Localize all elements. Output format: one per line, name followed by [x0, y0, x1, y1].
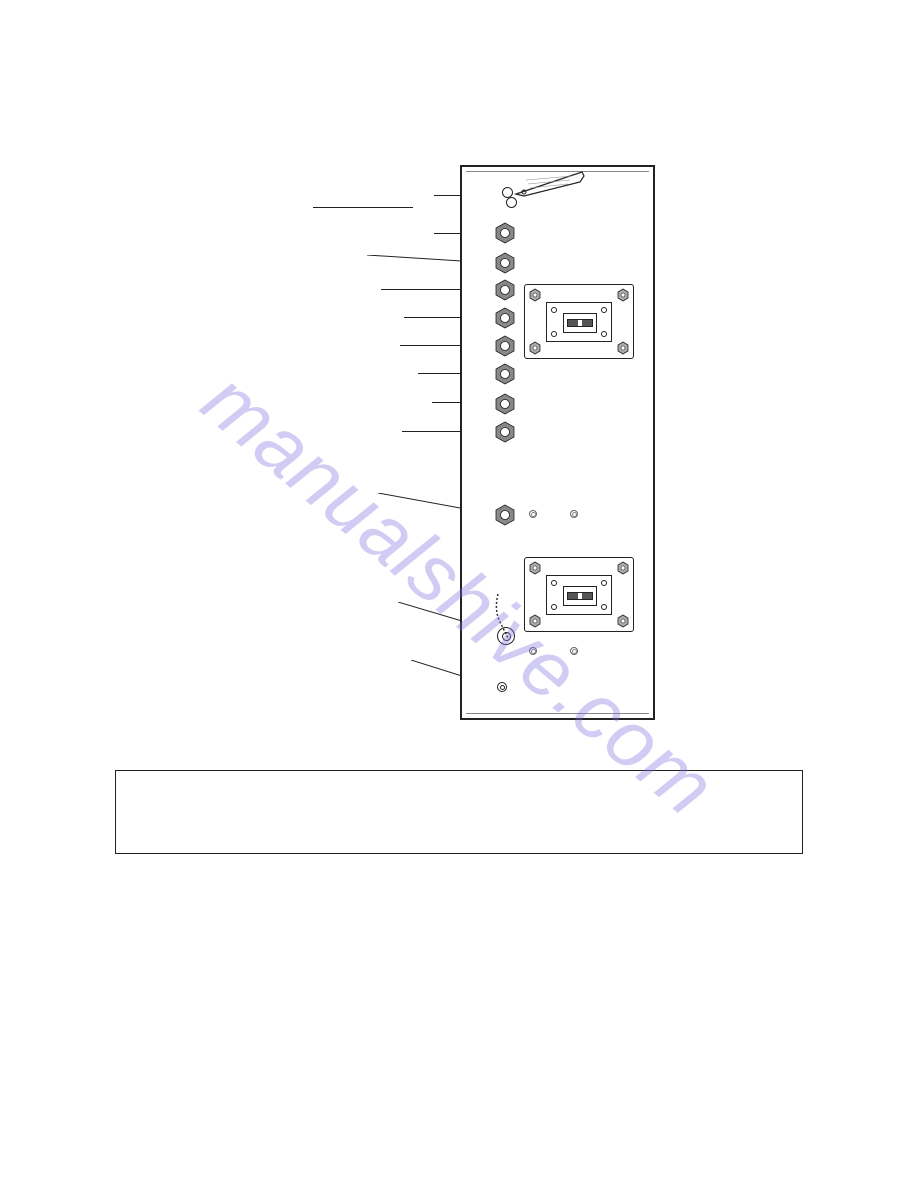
connector-7 [494, 393, 516, 415]
connector-lower [494, 504, 516, 526]
screw-1 [529, 510, 537, 518]
device-panel [460, 165, 655, 720]
connector-8 [494, 421, 516, 443]
screw-2 [570, 510, 578, 518]
label-underline [313, 207, 413, 208]
panel-trim-bottom [466, 713, 649, 714]
ground-terminal [497, 682, 507, 692]
connector-5 [494, 335, 516, 357]
connector-2 [494, 252, 516, 274]
connector-1 [494, 222, 516, 244]
screw-4 [570, 647, 578, 655]
info-box [115, 770, 803, 854]
indicator-pair [502, 187, 518, 209]
connector-4 [494, 307, 516, 329]
connector-6 [494, 363, 516, 385]
connector-3 [494, 279, 516, 301]
bnc-connector [497, 627, 515, 645]
top-bracket [512, 170, 592, 205]
module-bottom [524, 557, 634, 632]
module-top [524, 284, 634, 359]
screw-3 [529, 647, 537, 655]
